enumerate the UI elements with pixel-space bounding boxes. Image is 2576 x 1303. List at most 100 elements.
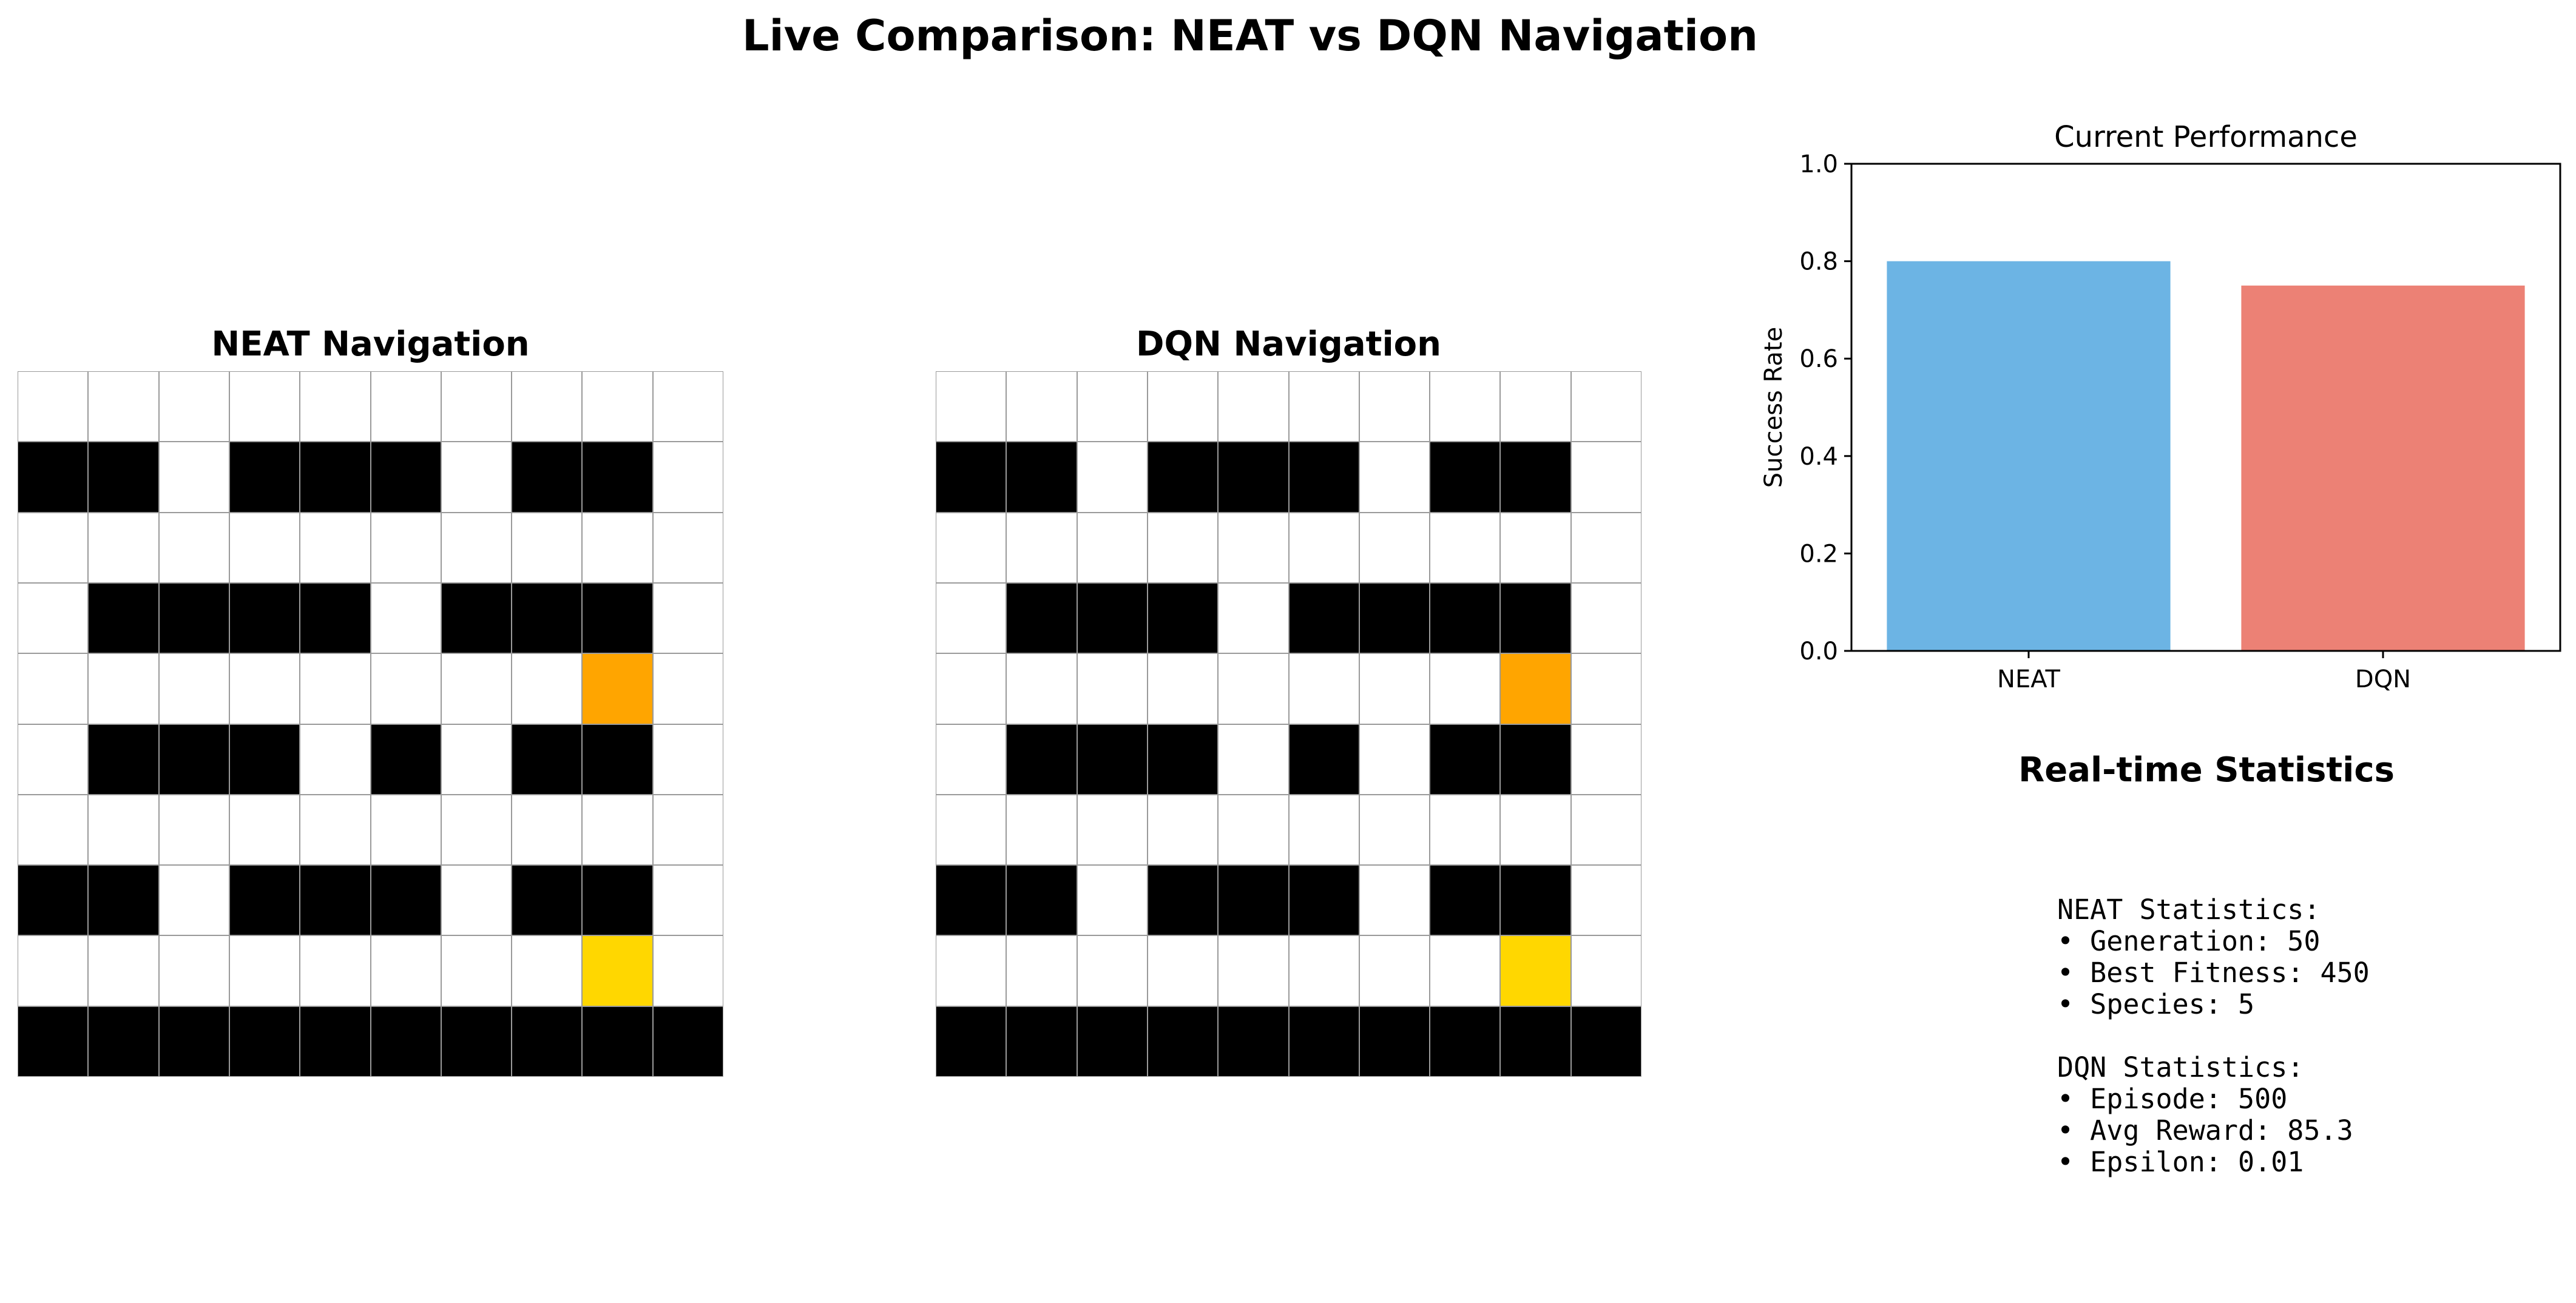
maze-cell-open [936,582,1007,654]
maze-cell-open [88,512,159,583]
maze-cell-wall [1218,1006,1289,1077]
maze-cell-wall [582,724,653,795]
maze-cell-wall [512,442,583,513]
maze-cell-open [1359,935,1430,1006]
maze-cell-open [88,371,159,442]
maze-cell-wall [18,442,89,513]
maze-cell-open [512,512,583,583]
maze-cell-wall [1006,724,1077,795]
plot-frame [1850,163,2561,652]
maze-cell-open [1218,371,1289,442]
maze-cell-wall [18,865,89,936]
neat-stat-line: • Best Fitness: 450 [2057,957,2370,989]
maze-cell-open [1570,724,1641,795]
maze-cell-open [1430,653,1501,724]
maze-cell-open [441,512,512,583]
stats-spacer [2057,1020,2370,1052]
maze-cell-open [1006,371,1077,442]
maze-cell-open [1500,512,1571,583]
maze-cell-wall [1500,865,1571,936]
maze-cell-wall [1288,1006,1359,1077]
maze-cell-open [370,794,441,866]
maze-cell-open [441,794,512,866]
x-tick-label: NEAT [1997,665,2060,693]
maze-cell-open [652,794,723,866]
maze-cell-wall [1218,442,1289,513]
maze-cell-open [1430,512,1501,583]
maze-cell-open [512,935,583,1006]
maze-cell-wall [1077,582,1148,654]
dqn-maze-title: DQN Navigation [1136,325,1441,364]
maze-cell-wall [1359,1006,1430,1077]
maze-cell-open [370,582,441,654]
maze-cell-wall [1570,1006,1641,1077]
maze-cell-open [229,935,300,1006]
dqn-stats-header: DQN Statistics: [2057,1051,2304,1083]
maze-cell-wall [88,442,159,513]
maze-cell-open [1430,371,1501,442]
maze-cell-wall [441,582,512,654]
maze-cell-wall [1288,582,1359,654]
maze-cell-open [1359,512,1430,583]
neat-stats-header: NEAT Statistics: [2057,894,2321,926]
chart-title: Current Performance [2054,120,2358,154]
maze-cell-open [441,371,512,442]
maze-cell-open [1359,442,1430,513]
maze-cell-wall [582,1006,653,1077]
maze-cell-open [1218,794,1289,866]
maze-cell-open [229,794,300,866]
maze-cell-wall [1430,442,1501,513]
maze-cell-open [88,794,159,866]
maze-cell-open [936,512,1007,583]
maze-cell-wall [158,582,229,654]
maze-cell-open [158,865,229,936]
maze-cell-open [18,794,89,866]
y-tick-label: 0.0 [1799,638,1838,665]
maze-cell-wall [1006,1006,1077,1077]
stats-panel: NEAT Statistics: • Generation: 50 • Best F… [2057,894,2370,1178]
maze-cell-open [1006,935,1077,1006]
maze-cell-wall [1147,1006,1219,1077]
maze-cell-open [1147,935,1219,1006]
maze-cell-open [370,653,441,724]
maze-cell-wall [1430,1006,1501,1077]
maze-cell-wall [300,1006,371,1077]
neat-maze-title: NEAT Navigation [211,325,530,364]
maze-cell-wall [1430,724,1501,795]
bar-neat [1887,261,2171,652]
maze-cell-open [1288,371,1359,442]
maze-cell-open [1570,442,1641,513]
maze-cell-open [936,371,1007,442]
maze-cell-open [1359,865,1430,936]
maze-cell-open [158,794,229,866]
maze-cell-wall [229,582,300,654]
maze-cell-wall [1430,865,1501,936]
maze-cell-open [370,935,441,1006]
maze-cell-open [18,512,89,583]
maze-cell-wall [1147,442,1219,513]
maze-cell-open [441,865,512,936]
maze-cell-open [1570,512,1641,583]
x-tick-label: DQN [2355,665,2411,693]
maze-cell-open [1218,935,1289,1006]
maze-cell-open [1570,653,1641,724]
maze-cell-open [300,794,371,866]
maze-cell-wall [1430,582,1501,654]
neat-maze-grid [18,371,723,1077]
dqn-stat-line: • Epsilon: 0.01 [2057,1146,2304,1178]
maze-cell-wall [1359,582,1430,654]
maze-cell-open [441,935,512,1006]
maze-cell-open [300,512,371,583]
maze-cell-open [1359,371,1430,442]
maze-cell-open [1288,512,1359,583]
maze-cell-open [1077,442,1148,513]
maze-cell-open [300,371,371,442]
maze-cell-open [652,442,723,513]
y-tick-label: 0.4 [1799,443,1838,471]
maze-cell-open [1077,935,1148,1006]
neat-stat-line: • Species: 5 [2057,988,2255,1020]
maze-cell-open [1500,794,1571,866]
maze-cell-open [229,512,300,583]
y-axis-label: Success Rate [1760,327,1788,488]
maze-cell-open [300,653,371,724]
